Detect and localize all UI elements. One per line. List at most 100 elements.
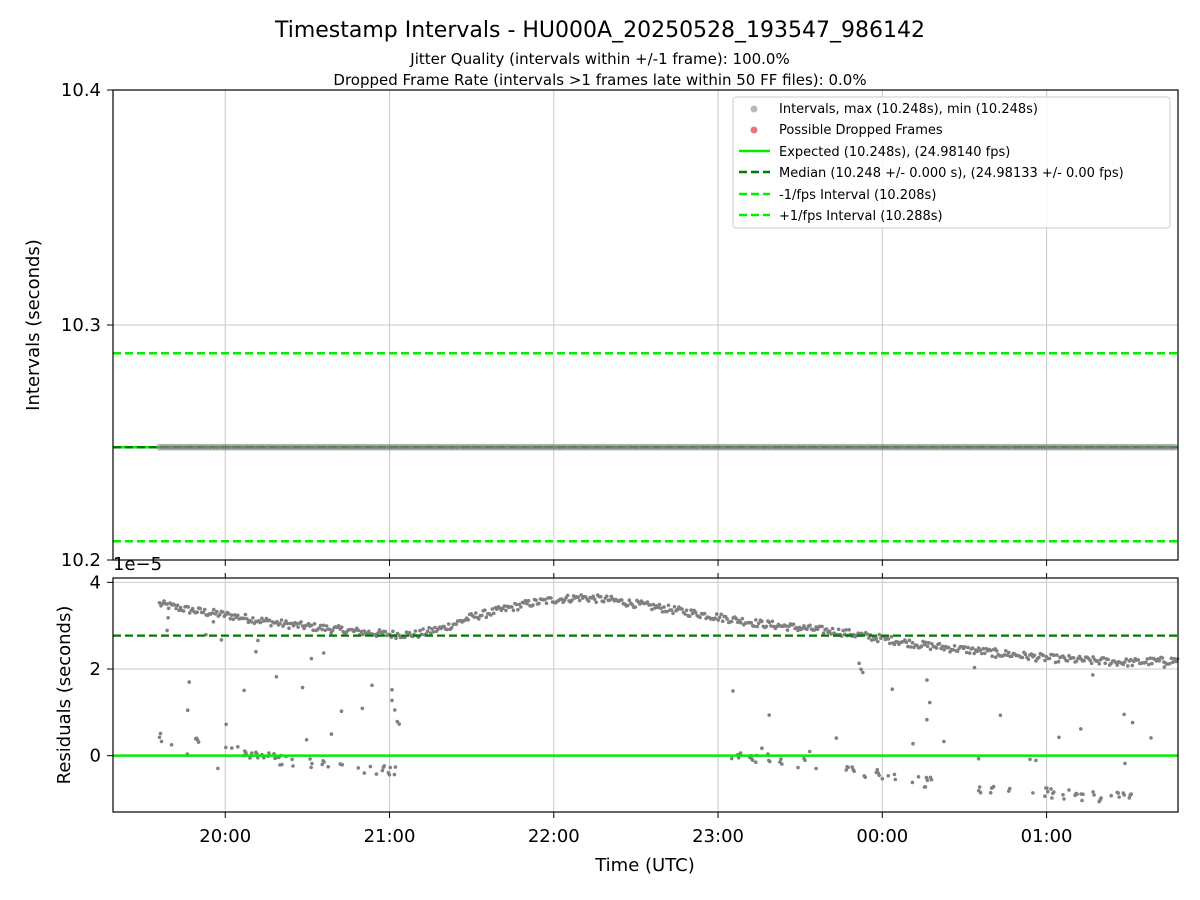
residual-point — [492, 611, 496, 616]
residual-point — [796, 628, 800, 633]
residual-point — [1136, 658, 1141, 662]
residual-point — [395, 719, 400, 724]
residual-point — [304, 738, 309, 742]
residual-point — [752, 624, 757, 629]
residual-point — [212, 607, 216, 612]
residual-point — [1157, 659, 1162, 663]
residual-point — [755, 624, 760, 629]
chart-title: Timestamp Intervals - HU000A_20250528_19… — [274, 18, 925, 43]
residual-point — [1122, 712, 1126, 717]
residual-point — [1037, 655, 1041, 660]
residual-point — [857, 661, 861, 666]
residual-point — [769, 624, 773, 628]
residual-point — [160, 601, 165, 606]
residual-point — [407, 631, 412, 635]
top-ylabel: Intervals (seconds) — [23, 239, 44, 411]
residual-point — [1034, 758, 1038, 763]
residual-point — [598, 594, 603, 599]
residual-point — [510, 605, 514, 609]
residual-point — [1056, 659, 1061, 664]
residual-point — [1148, 656, 1153, 660]
legend-box — [732, 96, 1171, 229]
residual-point — [1172, 657, 1177, 661]
residual-point — [812, 628, 817, 632]
residual-point — [300, 685, 305, 690]
residual-point — [274, 675, 279, 679]
residual-point — [211, 620, 216, 624]
residual-point — [911, 741, 915, 746]
residual-point — [1074, 659, 1079, 663]
residual-point — [418, 628, 422, 633]
residual-point — [671, 611, 675, 616]
residual-point — [1053, 660, 1058, 665]
residual-point — [428, 631, 433, 635]
residual-point — [1067, 788, 1071, 792]
residual-point — [1129, 792, 1133, 796]
residual-point — [972, 665, 977, 670]
residual-point — [847, 628, 851, 632]
residual-point — [165, 628, 169, 633]
residual-point — [1045, 786, 1049, 790]
residual-point — [937, 641, 942, 646]
residual-point — [1002, 653, 1007, 657]
residual-point — [362, 771, 367, 775]
residual-point — [925, 678, 929, 682]
residual-point — [886, 637, 891, 641]
residual-point — [162, 599, 166, 603]
residual-point — [734, 616, 739, 621]
residual-point — [605, 594, 609, 598]
residual-point — [859, 667, 863, 672]
residual-point — [445, 627, 449, 632]
top-ytick-label-0: 10.2 — [61, 550, 101, 571]
residual-point — [925, 717, 929, 722]
residual-point — [739, 620, 743, 625]
residual-point — [988, 790, 993, 795]
residual-point — [1130, 720, 1135, 725]
residual-point — [1032, 653, 1037, 657]
residual-point — [620, 598, 624, 602]
residual-point — [380, 768, 385, 773]
residual-point — [796, 765, 800, 770]
residual-point — [323, 628, 328, 633]
residual-point — [875, 767, 880, 772]
residual-point — [278, 621, 282, 626]
residual-point — [291, 623, 296, 628]
residual-point — [1116, 791, 1120, 795]
residual-point — [290, 757, 294, 762]
residual-point — [472, 615, 477, 619]
residual-point — [1077, 654, 1082, 659]
residual-point — [630, 603, 635, 607]
residual-point — [592, 597, 597, 601]
residual-point — [431, 630, 436, 634]
residual-point — [577, 598, 582, 603]
residual-point — [383, 629, 388, 634]
residual-point — [1023, 652, 1028, 656]
residual-point — [846, 765, 850, 770]
residual-point — [687, 614, 692, 618]
residual-point — [821, 631, 826, 635]
residual-point — [916, 775, 921, 779]
residual-point — [990, 654, 994, 658]
residual-point — [230, 746, 234, 750]
residual-point — [844, 628, 848, 632]
residual-point — [836, 627, 841, 632]
residual-point — [454, 622, 459, 626]
residual-point — [698, 615, 702, 620]
residual-point — [449, 626, 454, 630]
residual-point — [267, 618, 272, 623]
bottom-panel: 20:00 21:00 22:00 23:00 00:00 01:00 0 2 4 1e−5 R… — [54, 554, 1180, 876]
residual-point — [1091, 673, 1095, 677]
residual-point — [280, 762, 284, 767]
residual-point — [196, 740, 201, 744]
residual-point — [249, 620, 254, 624]
residual-point — [791, 622, 796, 626]
residual-point — [738, 751, 743, 755]
residual-point — [1088, 658, 1092, 663]
legend-label-expected: Expected (10.248s), (24.98140 fps) — [779, 145, 1010, 160]
residual-point — [924, 640, 928, 645]
residual-point — [178, 605, 183, 610]
residual-point — [1043, 658, 1047, 663]
residual-point — [946, 645, 951, 650]
residual-point — [302, 626, 306, 631]
xtick-label-5: 01:00 — [1021, 826, 1073, 847]
